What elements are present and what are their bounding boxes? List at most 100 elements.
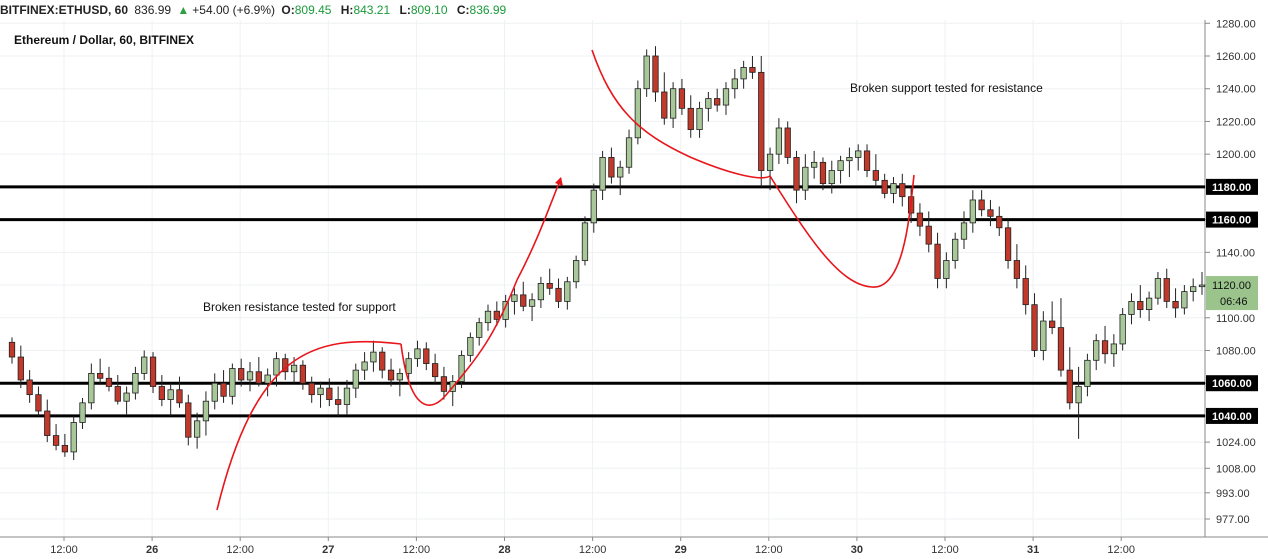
candle xyxy=(255,357,262,387)
candle xyxy=(467,332,474,362)
time-tick-label: 12:00 xyxy=(50,544,78,556)
price-tick-label: 1080.00 xyxy=(1216,345,1256,357)
price-tick-label: 1200.00 xyxy=(1216,149,1256,161)
candle-body xyxy=(537,283,545,301)
candle-body xyxy=(652,55,659,93)
candle-body xyxy=(837,160,844,171)
high-value: 843.21 xyxy=(353,3,391,17)
candle-body xyxy=(414,348,421,360)
candle-body xyxy=(661,91,668,119)
candle xyxy=(484,304,492,331)
candle xyxy=(916,203,924,236)
candle xyxy=(758,55,765,187)
candle xyxy=(749,55,756,79)
candle-body xyxy=(687,107,694,131)
candle xyxy=(114,375,121,405)
candle xyxy=(802,154,809,200)
candle-body xyxy=(775,127,783,155)
candle xyxy=(714,88,721,112)
candle xyxy=(855,144,862,171)
candle xyxy=(105,366,113,392)
candle xyxy=(202,391,210,436)
candle-body xyxy=(467,336,474,356)
candle xyxy=(61,433,69,457)
candle xyxy=(608,147,615,184)
candle-body xyxy=(17,356,24,381)
time-axis[interactable]: 12:00 26 12:00 27 12:00 28 12:00 29 12:00 30 12:00… xyxy=(50,537,1135,556)
candle xyxy=(1004,219,1012,269)
candle-body xyxy=(290,364,298,373)
time-tick-label: 12:00 xyxy=(755,544,783,556)
candle-body xyxy=(608,157,615,178)
candle xyxy=(564,276,571,310)
candle xyxy=(352,363,359,398)
candle xyxy=(123,386,130,415)
candle-body xyxy=(740,67,747,80)
candle xyxy=(872,154,879,187)
candle-body xyxy=(44,410,51,436)
candle-body xyxy=(484,310,492,324)
annotation-support: Broken resistance tested for support xyxy=(203,300,396,314)
candle-body xyxy=(238,368,245,381)
candle xyxy=(229,363,236,405)
candle-body xyxy=(1172,301,1179,309)
candle-body xyxy=(352,369,359,389)
open-label: O: xyxy=(281,3,295,17)
candle xyxy=(299,360,307,390)
candle xyxy=(987,199,994,227)
candle-body xyxy=(220,382,227,397)
candle xyxy=(573,255,580,289)
level-badge-label: 1180.00 xyxy=(1212,182,1251,194)
candle-body xyxy=(819,161,827,185)
candle xyxy=(79,397,86,430)
current-price-label: 1120.00 xyxy=(1212,280,1251,292)
candle-body xyxy=(1031,304,1038,351)
candle-body xyxy=(1119,314,1126,345)
candle xyxy=(643,49,650,97)
curve-breakdown xyxy=(769,174,915,288)
symbol-label[interactable]: BITFINEX:ETHUSD, 60 xyxy=(0,3,129,17)
level-badge-label: 1060.00 xyxy=(1212,378,1252,390)
candle-body xyxy=(969,199,976,224)
candle xyxy=(1163,268,1170,308)
candle xyxy=(1128,293,1135,325)
candles xyxy=(8,46,1206,461)
candle xyxy=(881,173,888,199)
candle-body xyxy=(88,372,95,404)
candle xyxy=(705,91,712,122)
level-badge xyxy=(1206,407,1258,424)
candle xyxy=(317,381,324,408)
candle xyxy=(193,412,201,449)
candle xyxy=(828,160,835,194)
price-chart[interactable]: Ethereum / Dollar, 60, BITFINEX Broken r… xyxy=(0,20,1268,559)
level-badge xyxy=(1206,375,1258,392)
level-badge xyxy=(1206,178,1258,195)
curve-rally xyxy=(516,177,562,281)
candle-body xyxy=(758,71,765,171)
candle xyxy=(511,288,518,315)
candle xyxy=(978,190,985,217)
candle-body xyxy=(26,379,33,396)
candle xyxy=(431,353,439,384)
candle-body xyxy=(811,161,818,168)
candle xyxy=(476,317,483,346)
candle xyxy=(273,352,280,387)
candle-body xyxy=(79,402,86,423)
candle-body xyxy=(1093,340,1100,361)
candle xyxy=(167,383,174,416)
candle-body xyxy=(952,238,959,261)
candle xyxy=(599,150,606,200)
candle xyxy=(220,370,227,403)
candle-body xyxy=(581,222,589,261)
candle xyxy=(1040,311,1047,361)
time-tick-label: 26 xyxy=(146,544,158,556)
candle xyxy=(176,376,183,408)
candle-body xyxy=(229,368,236,397)
candle xyxy=(149,352,157,394)
candle-body xyxy=(202,400,210,422)
candle-body xyxy=(379,351,386,371)
candle xyxy=(819,157,827,191)
level-badge-label: 1040.00 xyxy=(1212,411,1252,423)
low-label: L: xyxy=(399,3,411,17)
candle xyxy=(8,337,16,364)
